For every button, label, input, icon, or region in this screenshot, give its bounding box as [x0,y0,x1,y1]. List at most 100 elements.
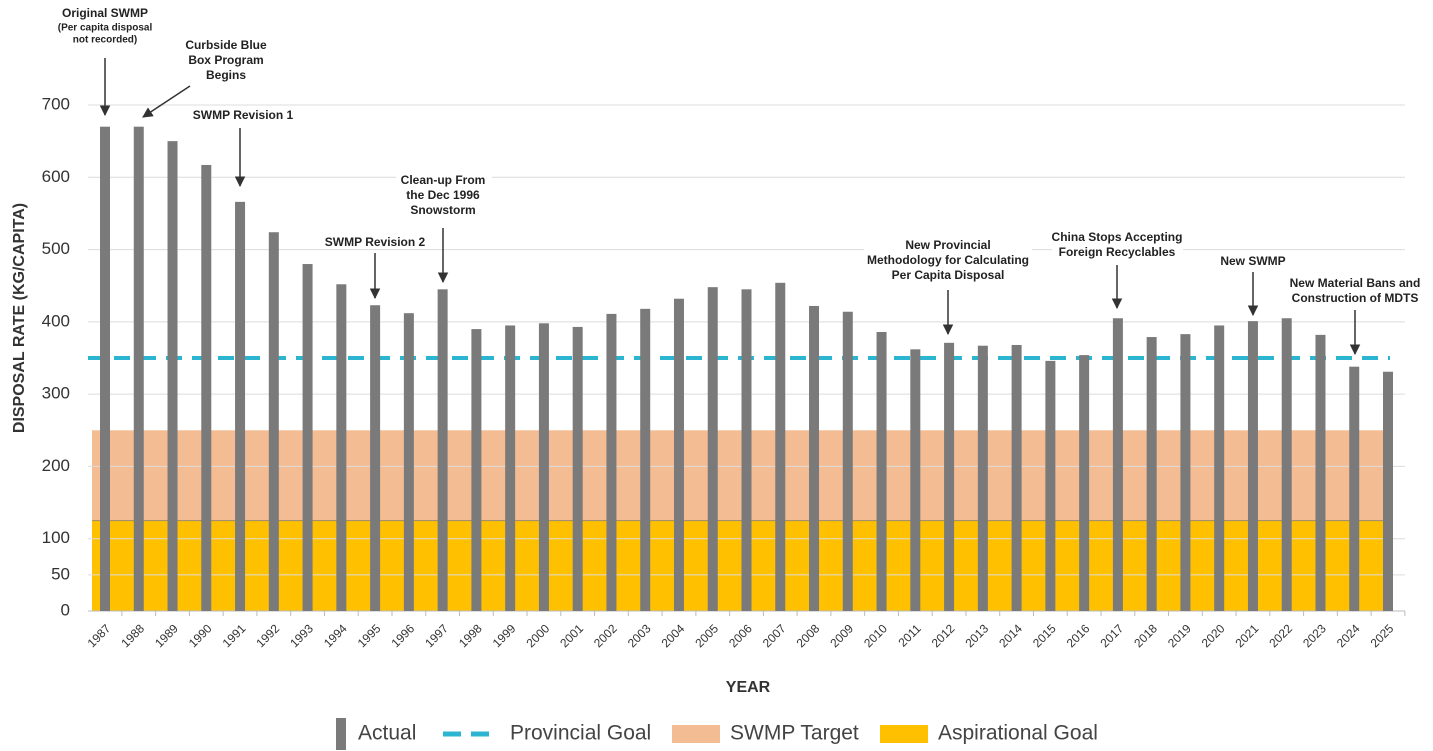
x-tick-label: 2024 [1334,621,1363,650]
x-tick-label: 1987 [85,621,114,650]
x-tick-label: 1989 [152,621,181,650]
x-tick-label: 2007 [760,621,789,650]
legend-label: Actual [358,722,416,745]
bar [707,287,718,611]
legend-swatch [672,725,720,743]
x-tick-label: 2005 [692,621,721,650]
bar [133,126,144,611]
annotation-text: China Stops Accepting [1052,230,1183,244]
bar [809,305,820,611]
x-tick-label: 1998 [456,621,485,650]
bar [538,323,549,611]
x-tick-label: 2002 [591,621,620,650]
bar [302,264,313,611]
annotation-text: Begins [206,68,246,82]
bar [437,289,448,611]
annotation-text: SWMP Revision 1 [193,108,294,122]
x-tick-label: 2006 [726,621,755,650]
bar [910,349,921,611]
y-tick-label: 600 [42,167,70,186]
annotation-text: Clean-up From [401,173,486,187]
x-tick-label: 2019 [1165,621,1194,650]
bar [1045,360,1056,611]
bar [1214,325,1225,611]
x-tick-label: 2004 [659,621,688,650]
x-tick-label: 1997 [422,621,451,650]
bar [606,313,617,611]
y-tick-label: 400 [42,311,70,330]
bar [235,201,246,611]
annotation-box [1052,224,1183,265]
y-tick-label: 300 [42,384,70,403]
annotation-box [864,232,1032,290]
legend-label: Aspirational Goal [938,722,1098,745]
bar [876,331,887,611]
y-tick-label: 200 [42,456,70,475]
annotation-text: Per Capita Disposal [892,268,1005,282]
x-tick-label: 2025 [1368,621,1397,650]
x-tick-label: 1990 [186,621,215,650]
bar [471,329,482,611]
bar [1112,318,1123,611]
bar [167,141,178,611]
x-tick-label: 2014 [996,621,1025,650]
bar [640,308,651,611]
x-tick-label: 2003 [625,621,654,650]
x-tick-label: 1999 [490,621,519,650]
bar [1247,321,1258,611]
x-tick-label: 1988 [118,621,147,650]
annotation-text: (Per capita disposal [58,23,153,34]
bar [944,342,955,611]
annotation-box [396,165,492,225]
bar [1349,366,1360,611]
legend-swatch [336,718,346,750]
x-tick-label: 2011 [896,621,924,649]
bar [775,282,786,611]
y-tick-label: 700 [42,94,70,113]
x-tick-label: 1993 [287,621,316,650]
aspirational-band [92,520,1385,611]
x-tick-label: 2020 [1199,621,1228,650]
bar [403,313,414,611]
bar [1383,371,1393,611]
annotation-text: New Provincial [905,238,990,252]
annotation-text: Box Program [188,53,263,67]
annotation-text: SWMP Revision 2 [325,235,426,249]
bar [201,164,212,612]
bar [1079,355,1090,611]
bar [1315,334,1326,611]
x-tick-label: 2018 [1131,621,1160,650]
legend-label: SWMP Target [730,722,859,745]
bar [1180,334,1191,611]
y-axis-label: DISPOSAL RATE (KG/CAPITA) [11,203,28,433]
annotation-text: New Material Bans and [1290,276,1421,290]
x-tick-label: 2023 [1300,621,1329,650]
bar [505,325,516,611]
bar [673,298,684,611]
x-tick-label: 2008 [794,621,823,650]
x-axis-label: YEAR [726,679,771,696]
annotation-arrow [142,85,191,118]
annotation-text: the Dec 1996 [406,188,480,202]
x-tick-label: 2022 [1266,621,1295,650]
annotation-text: Curbside Blue [185,38,267,52]
bar [1011,344,1022,611]
x-tick-label: 2021 [1233,621,1262,650]
x-tick-label: 2009 [827,621,856,650]
legend-label: Provincial Goal [510,722,651,745]
x-tick-label: 2012 [929,621,958,650]
x-tick-label: 2015 [1030,621,1059,650]
x-tick-label: 2001 [557,621,586,650]
annotation-text: New SWMP [1220,254,1285,268]
annotation-text: Snowstorm [410,203,475,217]
bar [842,311,853,611]
x-tick-label: 2010 [861,621,890,650]
annotation-text: not recorded) [73,35,137,46]
bar [370,305,381,611]
annotation-text: Methodology for Calculating [867,253,1029,267]
x-tick-label: 2017 [1097,621,1126,650]
x-tick-label: 1995 [355,621,384,650]
bar [572,326,583,611]
x-tick-label: 1996 [388,621,417,650]
x-tick-label: 1991 [220,621,249,650]
